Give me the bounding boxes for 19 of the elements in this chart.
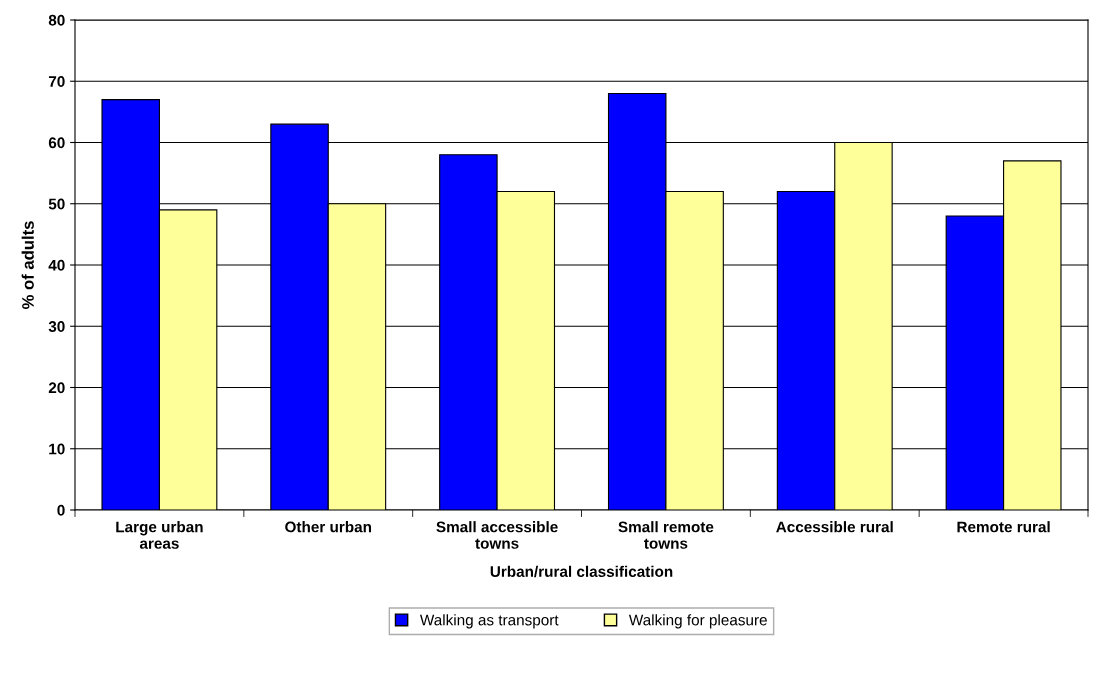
x-tick-label: Large urban areas xyxy=(116,521,203,549)
x-tick-label: Remote rural xyxy=(957,521,1050,533)
y-tick-label: 70 xyxy=(48,76,65,87)
x-tick-label: Accessible rural xyxy=(776,521,893,533)
y-tick-label: 40 xyxy=(48,259,65,271)
legend-label: Walking as transport xyxy=(419,614,559,629)
x-tick-label: Small accessible towns xyxy=(436,521,558,549)
x-tick-label: Small remote towns xyxy=(618,521,714,549)
y-axis-title: % of adults xyxy=(21,221,34,310)
y-tick-label: 0 xyxy=(57,504,65,516)
y-tick-label: 30 xyxy=(48,321,65,332)
x-axis-title: Urban/rural classification xyxy=(490,565,673,578)
y-tick-label: 80 xyxy=(48,14,65,26)
y-tick-label: 10 xyxy=(49,443,65,455)
y-tick-label: 60 xyxy=(48,137,65,149)
legend-label: Walking for pleasure xyxy=(628,614,767,629)
y-tick-label: 20 xyxy=(48,382,65,394)
y-tick-label: 50 xyxy=(48,198,65,210)
x-tick-label: Other urban xyxy=(285,521,372,533)
